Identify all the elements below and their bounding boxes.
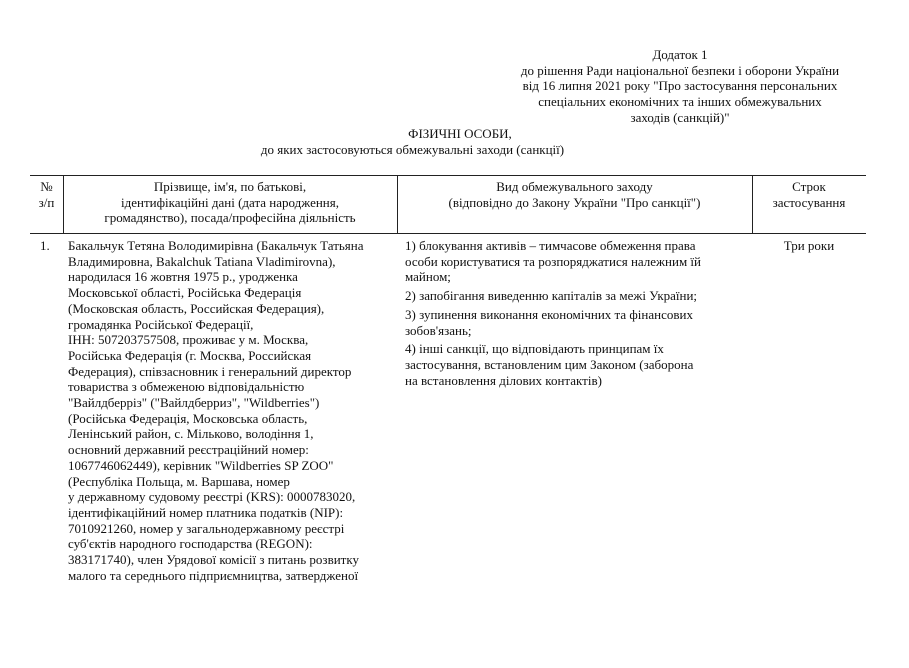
person-line: товариства з обмеженою відповідальністю xyxy=(68,379,305,395)
person-line: громадянка Російської Федерації, xyxy=(68,316,254,332)
person-line: Бакальчук Тетяна Володимирівна (Бакальчу… xyxy=(68,238,364,253)
header-number: № з/п xyxy=(30,179,63,210)
annex-line: від 16 липня 2021 року "Про застосування… xyxy=(522,78,838,94)
annex-line: Додаток 1 xyxy=(652,47,708,62)
person-line: (Республіка Польща, м. Варшава, номер xyxy=(68,473,290,489)
header-line: застосування xyxy=(772,194,846,210)
header-measure: Вид обмежувального заходу (відповідно до… xyxy=(397,179,752,210)
annex-line: спеціальних економічних та інших обмежув… xyxy=(538,94,822,110)
measure-item: 4) інші санкції, що відповідають принцип… xyxy=(405,341,701,388)
person-line: ідентифікаційний номер платника податків… xyxy=(68,504,344,520)
person-line: (Московская область, Российская Федераци… xyxy=(68,300,325,316)
header-line: Прізвище, ім'я, по батькові, xyxy=(153,179,307,194)
person-line: 383171740), член Урядової комісії з пита… xyxy=(68,552,359,568)
person-line: суб'єктів народного господарства (REGON)… xyxy=(68,536,313,552)
header-line: Строк xyxy=(792,179,826,194)
measure-line: зобов'язань; xyxy=(405,322,472,338)
person-line: Ленінський район, с. Мільково, володіння… xyxy=(68,426,314,442)
measure-line: 1) блокування активів – тимчасове обмеже… xyxy=(405,238,696,253)
person-line: у державному судовому реєстрі (KRS): 000… xyxy=(68,489,356,505)
person-line: основний державний реєстраційний номер: xyxy=(68,442,309,458)
title-main: ФІЗИЧНІ ОСОБИ, xyxy=(408,126,512,141)
header-term: Строк застосування xyxy=(752,179,866,210)
person-line: народилася 16 жовтня 1975 р., уродженка xyxy=(68,269,298,285)
person-line: Владимировна, Bakalchuk Tatiana Vladimir… xyxy=(68,253,336,269)
header-line: № xyxy=(40,179,53,194)
document-title: ФІЗИЧНІ ОСОБИ, до яких застосовуються об… xyxy=(230,126,690,157)
term-value: Три роки xyxy=(783,238,835,253)
person-line: 1067746062449), керівник "Wildberries SP… xyxy=(68,457,334,473)
person-line: "Вайлдберріз" ("Вайлдберриз", "Wildberri… xyxy=(68,395,320,411)
person-line: Московської області, Російська Федерація xyxy=(68,285,302,301)
annex-line: заходів (санкцій)" xyxy=(630,109,730,125)
annex-line: до рішення Ради національної безпеки і о… xyxy=(520,62,840,78)
header-line: ідентифікаційні дані (дата народження, xyxy=(121,194,339,210)
person-line: Російська Федерація (г. Москва, Российск… xyxy=(68,347,312,363)
header-line: громадянство), посада/професійна діяльні… xyxy=(104,210,356,226)
table-header: № з/п Прізвище, ім'я, по батькові, ідент… xyxy=(30,175,866,234)
measure-item: 3) зупинення виконання економічних та фі… xyxy=(405,307,701,338)
header-person: Прізвище, ім'я, по батькові, ідентифікац… xyxy=(63,179,397,226)
measure-item: 1) блокування активів – тимчасове обмеже… xyxy=(405,238,701,285)
measure-line: особи користуватися та розпоряджатися на… xyxy=(405,253,701,269)
measure-line: майном; xyxy=(405,269,451,285)
measure-line: 3) зупинення виконання економічних та фі… xyxy=(405,306,693,322)
person-line: малого та середнього підприємництва, зат… xyxy=(68,567,359,583)
measure-line: застосування, встановленим цим Законом (… xyxy=(405,356,694,372)
header-line: Вид обмежувального заходу xyxy=(496,179,653,194)
measure-line: на встановлення ділових контактів) xyxy=(405,372,602,388)
person-details: Бакальчук Тетяна Володимирівна (Бакальчу… xyxy=(68,238,364,583)
person-line: (Російська Федерація, Московська область… xyxy=(68,410,308,426)
person-line: Федерация), співзасновник і генеральний … xyxy=(68,363,352,379)
annex-header: Додаток 1 до рішення Ради національної б… xyxy=(470,47,890,126)
row-number: 1. xyxy=(40,238,50,253)
person-line: 7010921260, номер у загальнодержавному р… xyxy=(68,520,345,536)
header-line: (відповідно до Закону України "Про санкц… xyxy=(448,194,701,210)
measure-line: 4) інші санкції, що відповідають принцип… xyxy=(405,341,664,357)
person-line: ІНН: 507203757508, проживає у м. Москва, xyxy=(68,332,309,348)
header-line: з/п xyxy=(38,194,55,210)
title-subtitle: до яких застосовуються обмежувальні захо… xyxy=(260,141,565,157)
measure-line: 2) запобігання виведенню капіталів за ме… xyxy=(405,288,698,304)
measure-item: 2) запобігання виведенню капіталів за ме… xyxy=(405,288,701,304)
measures-list: 1) блокування активів – тимчасове обмеже… xyxy=(405,238,701,391)
